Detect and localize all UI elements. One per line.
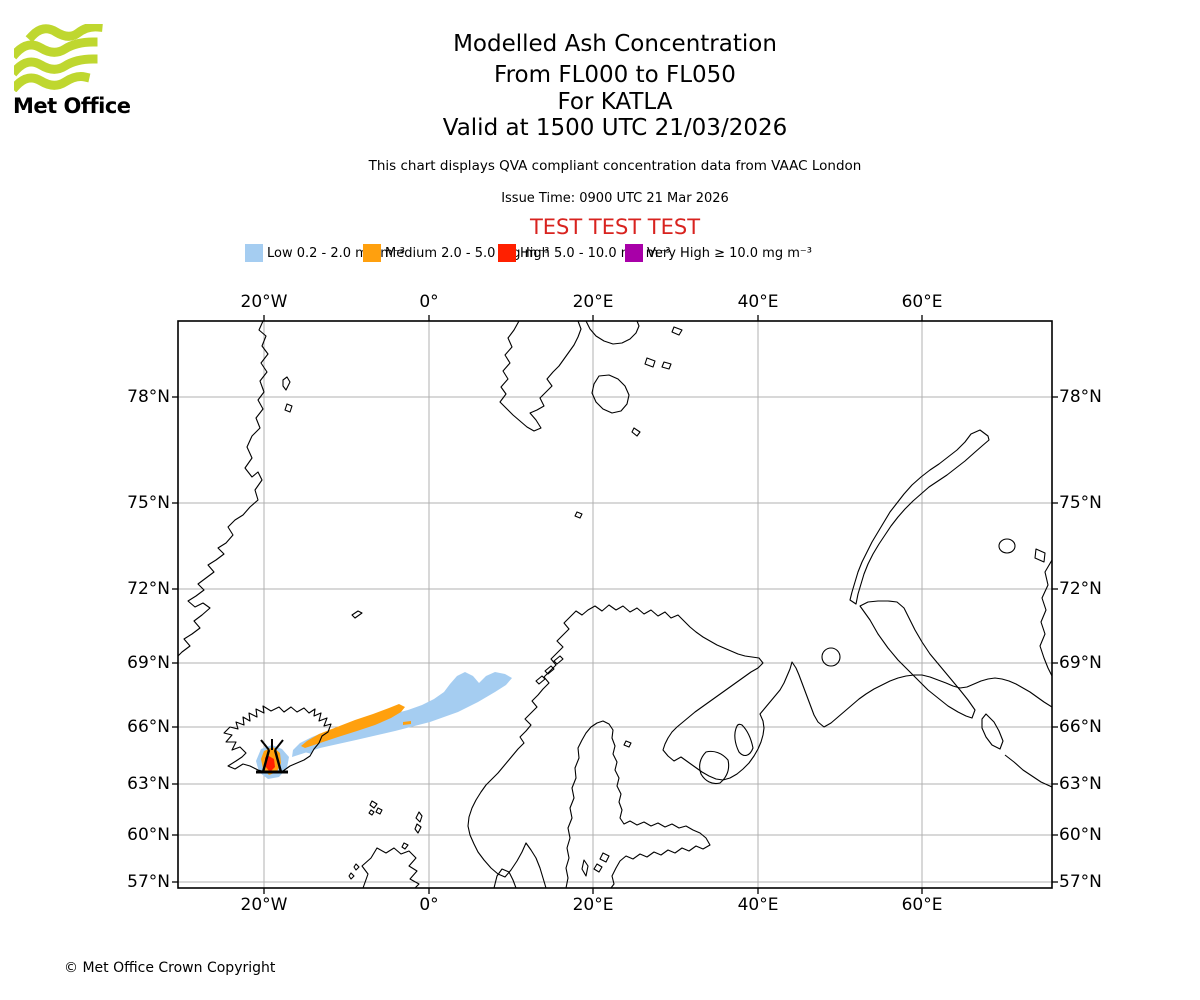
lat-label-left-57n: 57°N bbox=[127, 872, 170, 892]
lat-label-left-60n: 60°N bbox=[127, 825, 170, 845]
copyright-text: © Met Office Crown Copyright bbox=[64, 960, 276, 976]
logo-wordmark: Met Office bbox=[13, 94, 131, 118]
lat-label-right-63n: 63°N bbox=[1059, 774, 1102, 794]
ash-polygon-medium bbox=[301, 704, 405, 748]
lat-label-right-69n: 69°N bbox=[1059, 653, 1102, 673]
lon-label-top-0: 0° bbox=[419, 292, 439, 312]
legend-swatch-high bbox=[498, 244, 516, 262]
lat-label-left-63n: 63°N bbox=[127, 774, 170, 794]
map-canvas bbox=[172, 315, 1058, 894]
lon-label-bot-20w: 20°W bbox=[240, 895, 288, 915]
lon-label-bot-40e: 40°E bbox=[737, 895, 779, 915]
issue-time: Issue Time: 0900 UTC 21 Mar 2026 bbox=[501, 191, 729, 206]
met-office-logo-icon bbox=[14, 24, 103, 92]
lon-label-top-20e: 20°E bbox=[572, 292, 614, 312]
lat-label-left-66n: 66°N bbox=[127, 717, 170, 737]
lon-label-top-20w: 20°W bbox=[240, 292, 288, 312]
map-frame bbox=[172, 315, 1058, 894]
lat-label-right-75n: 75°N bbox=[1059, 493, 1102, 513]
ash-plume-layer bbox=[256, 672, 512, 779]
lon-label-bot-20e: 20°E bbox=[572, 895, 614, 915]
lat-label-left-78n: 78°N bbox=[127, 387, 170, 407]
lat-label-right-57n: 57°N bbox=[1059, 872, 1102, 892]
coastlines bbox=[178, 321, 1052, 888]
lat-label-left-72n: 72°N bbox=[127, 579, 170, 599]
subtitle-valid-time: Valid at 1500 UTC 21/03/2026 bbox=[442, 115, 788, 141]
lon-label-bot-0: 0° bbox=[419, 895, 439, 915]
test-banner: TEST TEST TEST bbox=[529, 215, 701, 239]
lon-label-bot-60e: 60°E bbox=[901, 895, 943, 915]
ash-polygon-low bbox=[292, 672, 512, 757]
grid-lines bbox=[178, 321, 1052, 888]
volcano-marker bbox=[256, 739, 288, 774]
ash-polygon-medium bbox=[403, 721, 411, 725]
subtitle-flight-levels: From FL000 to FL050 bbox=[494, 62, 736, 88]
page-title: Modelled Ash Concentration bbox=[453, 31, 777, 57]
lon-label-top-40e: 40°E bbox=[737, 292, 779, 312]
ash-polygon-low bbox=[300, 747, 313, 754]
subtitle-volcano: For KATLA bbox=[557, 89, 673, 115]
lat-label-left-69n: 69°N bbox=[127, 653, 170, 673]
legend-label-very-high: Very High ≥ 10.0 mg m⁻³ bbox=[647, 246, 812, 261]
legend-swatch-medium bbox=[363, 244, 381, 262]
lat-label-right-72n: 72°N bbox=[1059, 579, 1102, 599]
lat-label-left-75n: 75°N bbox=[127, 493, 170, 513]
legend-swatch-very-high bbox=[625, 244, 643, 262]
lon-label-top-60e: 60°E bbox=[901, 292, 943, 312]
legend-swatch-low bbox=[245, 244, 263, 262]
lat-label-right-66n: 66°N bbox=[1059, 717, 1102, 737]
lat-label-right-78n: 78°N bbox=[1059, 387, 1102, 407]
qva-note: This chart displays QVA compliant concen… bbox=[368, 158, 862, 174]
lat-label-right-60n: 60°N bbox=[1059, 825, 1102, 845]
